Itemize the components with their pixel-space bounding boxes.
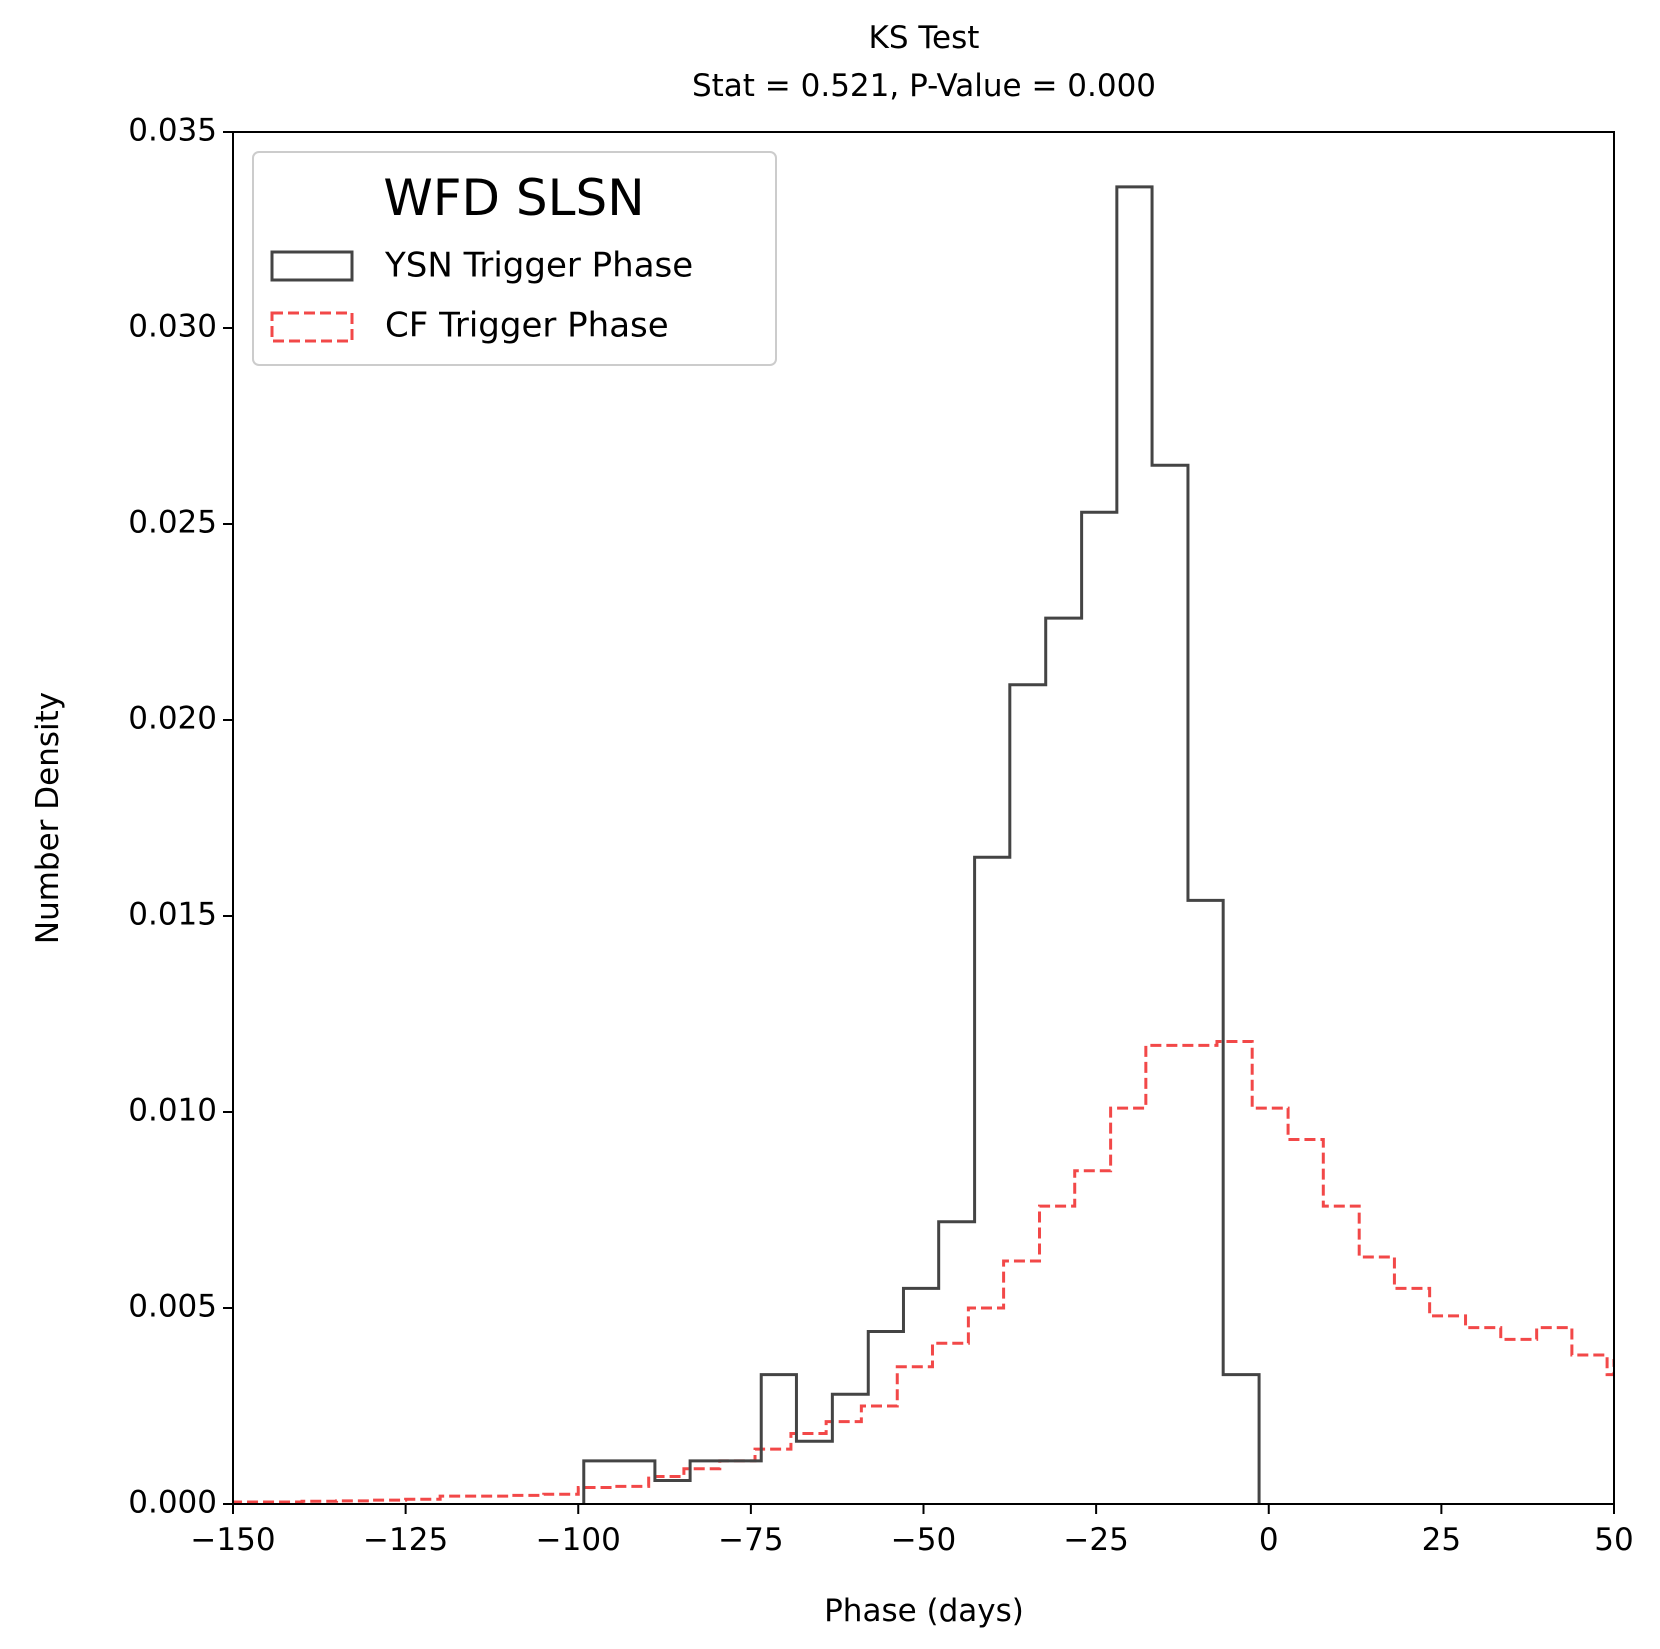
hist-bin-cf [1430,1316,1466,1504]
hist-bin-ysn [1223,1375,1259,1504]
x-tick-label: −125 [363,1522,448,1558]
series-ysn [582,185,1261,1504]
hist-bin-ysn [1188,900,1223,1504]
hist-bin-ysn [1082,512,1117,1504]
x-tick-label: −100 [536,1522,621,1558]
y-tick-label: 0.005 [128,1289,217,1325]
legend-label-cf: CF Trigger Phase [385,306,669,346]
hist-bin-cf [1323,1206,1359,1504]
x-axis: −150 −125 −100 −75 −50 −25 0 25 50 [190,1504,1634,1558]
hist-bin-cf [1394,1288,1429,1504]
histogram-outline-ysn [582,185,1261,1504]
legend-swatch-cf [270,311,354,343]
y-tick-label: 0.000 [128,1485,217,1521]
x-tick-label: 0 [1259,1522,1279,1558]
hist-bin-cf [509,1495,544,1504]
y-axis: 0.000 0.005 0.010 0.015 0.020 0.025 0.030 0.035 [128,113,233,1521]
hist-bin-cf [1572,1355,1607,1504]
hist-bin-ysn [903,1288,938,1504]
hist-bin-cf [1501,1339,1537,1504]
hist-bin-cf [1359,1257,1394,1504]
hist-bin-ysn [939,1222,975,1504]
y-tick-label: 0.015 [128,897,217,933]
hist-bin-cf [1466,1328,1501,1504]
hist-bin-ysn [1010,685,1046,1504]
x-tick-label: −150 [190,1522,275,1558]
histogram-layer [233,185,1614,1504]
hist-bin-ysn [1152,465,1188,1504]
hist-bin-cf [440,1496,475,1504]
hist-bin-ysn [796,1441,832,1504]
hist-bin-cf [475,1496,510,1504]
legend-label-ysn: YSN Trigger Phase [384,246,693,286]
legend-swatch-ysn [270,250,354,282]
y-tick-label: 0.025 [128,505,217,541]
y-tick-label: 0.030 [128,309,217,345]
y-tick-label: 0.010 [128,1093,217,1129]
hist-bin-ysn [655,1480,690,1504]
hist-bin-ysn [1046,618,1082,1504]
chart-subtitle: Stat = 0.521, P-Value = 0.000 [692,68,1156,104]
legend-title: WFD SLSN [383,169,644,227]
hist-bin-ysn [832,1394,868,1504]
hist-bin-ysn [584,1461,655,1504]
hist-bin-ysn [725,1461,761,1504]
x-tick-label: −25 [1063,1522,1128,1558]
legend: WFD SLSN YSN Trigger Phase CF Trigger Ph… [252,151,777,366]
legend-box [252,151,777,366]
x-tick-label: −75 [718,1522,783,1558]
hist-bin-ysn [1117,187,1152,1504]
hist-bin-ysn [868,1332,903,1504]
x-axis-label: Phase (days) [824,1593,1024,1629]
hist-bin-cf [1537,1328,1572,1504]
y-tick-label: 0.020 [128,701,217,737]
x-tick-label: 25 [1422,1522,1461,1558]
hist-bin-ysn [690,1461,725,1504]
hist-bin-cf [1607,1375,1614,1504]
hist-bin-ysn [975,857,1010,1504]
chart-title: KS Test [869,20,980,56]
histogram-outline-cf [233,1039,1614,1504]
series-cf [233,1039,1614,1504]
y-tick-label: 0.035 [128,113,217,149]
x-tick-label: 50 [1594,1522,1633,1558]
x-tick-label: −50 [891,1522,956,1558]
hist-bin-ysn [761,1375,796,1504]
hist-bin-cf [1288,1139,1323,1504]
hist-bin-cf [544,1494,579,1504]
y-axis-label: Number Density [30,692,66,944]
